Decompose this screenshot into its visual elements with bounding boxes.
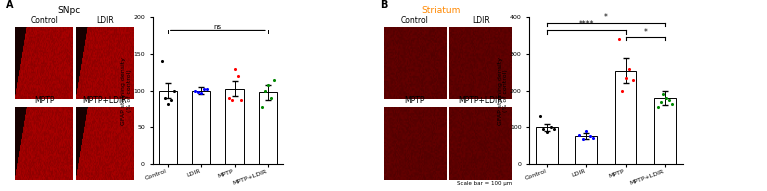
Text: SNpc: SNpc [58, 6, 81, 15]
Point [168, 89, 180, 92]
Point [232, 74, 244, 78]
Bar [536, 128, 558, 164]
Point [159, 96, 171, 100]
Point [652, 106, 664, 109]
Text: MPTP+LDIR: MPTP+LDIR [82, 96, 127, 105]
Bar [159, 91, 177, 164]
Point [538, 128, 550, 131]
Text: B: B [380, 0, 387, 10]
Point [584, 134, 596, 137]
Text: A: A [6, 0, 14, 10]
Point [654, 100, 667, 103]
Text: Control: Control [30, 16, 58, 25]
Point [545, 126, 557, 129]
Point [222, 96, 235, 100]
Point [588, 136, 600, 139]
Point [201, 87, 213, 90]
Point [548, 128, 560, 131]
Point [156, 60, 168, 63]
Point [235, 98, 247, 101]
Point [577, 137, 589, 140]
Point [198, 88, 210, 91]
Text: Control: Control [401, 16, 429, 25]
Text: LDIR: LDIR [472, 16, 490, 25]
Point [262, 83, 274, 86]
Point [541, 130, 553, 134]
Point [660, 96, 673, 100]
Point [229, 67, 241, 70]
Point [534, 115, 546, 118]
Point [657, 93, 670, 96]
Bar [192, 91, 210, 164]
Text: MPTP+LDIR: MPTP+LDIR [459, 96, 503, 105]
Point [580, 130, 592, 133]
Point [162, 102, 174, 105]
Point [573, 133, 585, 136]
Text: ns: ns [214, 24, 222, 30]
Point [612, 38, 624, 41]
Point [255, 105, 268, 108]
Point [165, 98, 177, 101]
Bar [575, 136, 597, 164]
Point [195, 91, 207, 95]
Point [258, 89, 271, 92]
Point [192, 91, 204, 94]
Text: MPTP: MPTP [405, 96, 425, 105]
Text: Striatum: Striatum [421, 6, 461, 15]
Bar [225, 88, 244, 164]
Bar [258, 92, 277, 164]
Y-axis label: GFAP staining density
(% of control): GFAP staining density (% of control) [121, 57, 132, 125]
Text: *: * [604, 13, 608, 22]
Y-axis label: GFAP staining density
(% of control): GFAP staining density (% of control) [498, 57, 509, 125]
Point [265, 96, 277, 100]
Point [189, 89, 201, 92]
Text: MPTP: MPTP [34, 96, 54, 105]
Point [225, 99, 238, 102]
Point [616, 89, 628, 92]
Text: ****: **** [578, 20, 594, 29]
Text: *: * [644, 28, 647, 37]
Point [268, 78, 280, 81]
Text: LDIR: LDIR [96, 16, 114, 25]
Point [666, 102, 678, 105]
Bar [615, 70, 637, 164]
Point [620, 76, 632, 79]
Bar [654, 98, 676, 164]
Point [623, 67, 635, 70]
Text: Scale bar = 100 μm: Scale bar = 100 μm [457, 181, 512, 186]
Point [627, 78, 639, 81]
Point [663, 98, 675, 101]
